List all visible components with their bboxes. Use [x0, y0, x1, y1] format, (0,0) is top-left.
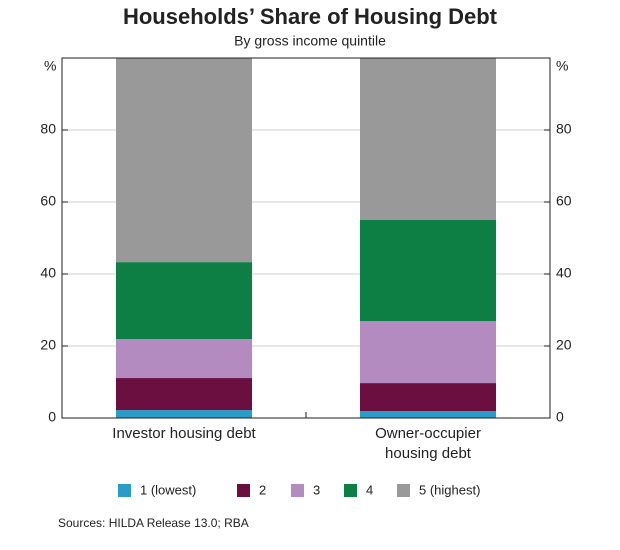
x-tick-label: Investor housing debt [112, 425, 256, 442]
chart-subtitle: By gross income quintile [234, 33, 386, 49]
legend-swatch [237, 484, 250, 497]
y-tick-label: 80 [40, 121, 56, 137]
legend-label: 5 (highest) [419, 482, 480, 497]
source-note: Sources: HILDA Release 13.0; RBA [58, 516, 249, 530]
y2-tick-label: 40 [556, 265, 572, 281]
legend-swatch [291, 484, 304, 497]
x-tick-label: Owner-occupier housing debt [375, 425, 481, 462]
bar-segment [116, 339, 252, 379]
legend-swatch [397, 484, 410, 497]
y-unit-left: % [44, 58, 56, 74]
bar-segment [116, 410, 252, 418]
y-tick-label: 60 [40, 193, 56, 209]
bar-segment [360, 383, 496, 412]
y2-tick-label: 80 [556, 121, 572, 137]
y2-tick-label: 20 [556, 337, 572, 353]
legend-label: 2 [259, 482, 266, 497]
legend-swatch [344, 484, 357, 497]
bar-segment [116, 262, 252, 340]
chart-title: Households’ Share of Housing Debt [123, 4, 498, 29]
bar-segment [116, 58, 252, 263]
bar-segment [360, 58, 496, 220]
y-tick-label: 0 [48, 409, 56, 425]
y-tick-label: 40 [40, 265, 56, 281]
legend-label: 3 [313, 482, 320, 497]
bar-segment [360, 220, 496, 322]
legend-label: 1 (lowest) [140, 482, 196, 497]
bar-segment [360, 321, 496, 384]
y-unit-right: % [556, 58, 568, 74]
y-tick-label: 20 [40, 337, 56, 353]
y2-tick-label: 60 [556, 193, 572, 209]
bar-segment [360, 411, 496, 418]
legend-label: 4 [366, 482, 373, 497]
bar-segment [116, 378, 252, 411]
legend-swatch [118, 484, 131, 497]
y2-tick-label: 0 [556, 409, 564, 425]
